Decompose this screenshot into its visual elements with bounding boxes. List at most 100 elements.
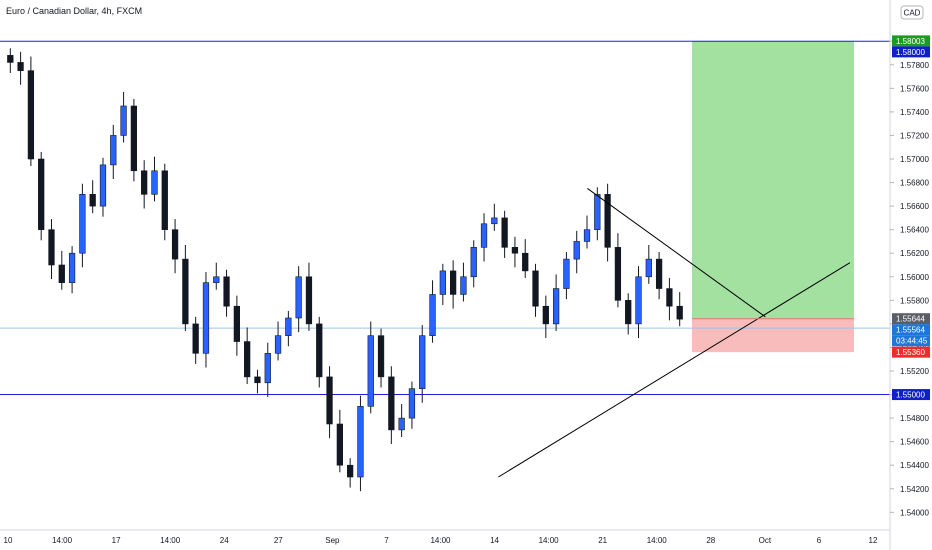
time-tick-label: 21 [598,536,607,545]
candle [38,151,45,241]
candle [347,458,354,488]
candle [460,262,467,302]
candle [655,252,663,300]
countdown-tag [892,335,930,347]
candle [501,210,508,258]
time-tick-label: 14:00 [430,536,451,545]
candle [110,124,117,180]
candle [316,316,323,388]
time-tick-label: 14:00 [52,536,73,545]
candle [264,342,271,397]
candle [285,310,292,347]
candle [480,213,488,262]
countdown-label: 03:44:45 [896,337,928,346]
candle [7,48,14,74]
price-tag-entry-label: 1.55644 [896,315,925,324]
price-tick-label: 1.54400 [900,461,929,470]
price-tag-target [892,35,930,47]
candle [223,269,230,317]
candle [171,219,179,274]
price-tag-level_high-label: 1.58000 [896,48,925,57]
time-tick-label: 24 [220,536,229,545]
time-tick-label: 12 [869,536,878,545]
candle [141,160,148,209]
price-tick-label: 1.54200 [900,485,929,494]
candle [233,295,240,356]
candle [614,233,622,308]
currency-badge[interactable]: CAD [904,9,921,18]
candle [79,183,86,268]
candle [357,395,364,492]
time-tick-label: 10 [4,536,13,545]
candle [625,293,632,335]
time-tick-label: 14:00 [647,536,668,545]
price-tick-label: 1.57000 [900,155,929,164]
candle [604,183,611,262]
price-tick-label: 1.55800 [900,296,929,305]
price-tag-stop-label: 1.55360 [896,348,925,357]
price-tick-label: 1.56400 [900,226,929,235]
time-tick-label: 28 [706,536,715,545]
candle [244,327,251,384]
candle [68,246,76,294]
price-tick-label: 1.57600 [900,84,929,93]
candle [491,203,498,231]
candlestick-series [7,48,683,492]
chart-title: Euro / Canadian Dollar, 4h, FXCM [6,6,142,16]
currency-badge-box[interactable] [900,5,924,20]
time-tick-label: 7 [384,536,389,545]
price-tick-label: 1.55200 [900,367,929,376]
candle [583,215,591,249]
candle [27,56,35,167]
candle [326,366,333,439]
candle [645,244,652,284]
candle [552,274,560,331]
candle [398,403,405,437]
candle [388,366,395,445]
price-tick-label: 1.54800 [900,414,929,423]
candle [99,157,107,217]
time-tick-label: Oct [759,536,772,545]
candle [130,98,138,182]
price-tick-label: 1.57200 [900,131,929,140]
time-tick-label: 6 [817,536,822,545]
price-tag-entry [892,313,930,325]
candle [377,328,385,388]
time-tick-label: 14:00 [539,536,560,545]
candle [182,244,189,331]
price-tag-level_low [892,389,930,401]
price-tag-target-label: 1.58003 [896,37,925,46]
time-tick-label: 14 [490,536,499,545]
candle [89,180,96,214]
candle [161,163,168,241]
price-tick-label: 1.56800 [900,179,929,188]
candle [522,239,529,278]
candle [213,262,220,290]
candle [305,262,313,331]
trendlines [498,188,851,478]
candle [202,272,210,368]
candle [573,230,580,274]
trendline-1[interactable] [587,188,766,318]
candle [419,325,426,403]
candle [58,250,65,290]
time-tick-label: 17 [112,536,121,545]
price-tags: 1.58003 1.58000 1.55644 1.55564 03:44:45 1.55… [892,35,930,401]
candle [336,409,343,473]
target-zone[interactable] [692,40,854,319]
candle [666,277,673,321]
time-tick-label: Sep [325,536,340,545]
candle [120,91,127,143]
time-axis[interactable]: 10 14:00 17 14:00 24 27 Sep 7 14:00 14 14:00 21 14:0… [4,536,878,545]
candle [635,266,642,339]
stop-zone[interactable] [692,318,854,353]
price-tag-level_high [892,46,930,58]
price-tag-current [892,324,930,336]
price-tick-label: 1.54600 [900,438,929,447]
candle [408,381,416,429]
trendline-0[interactable] [498,262,851,478]
candle [542,295,549,339]
time-tick-label: 14:00 [160,536,181,545]
candle [192,316,199,364]
